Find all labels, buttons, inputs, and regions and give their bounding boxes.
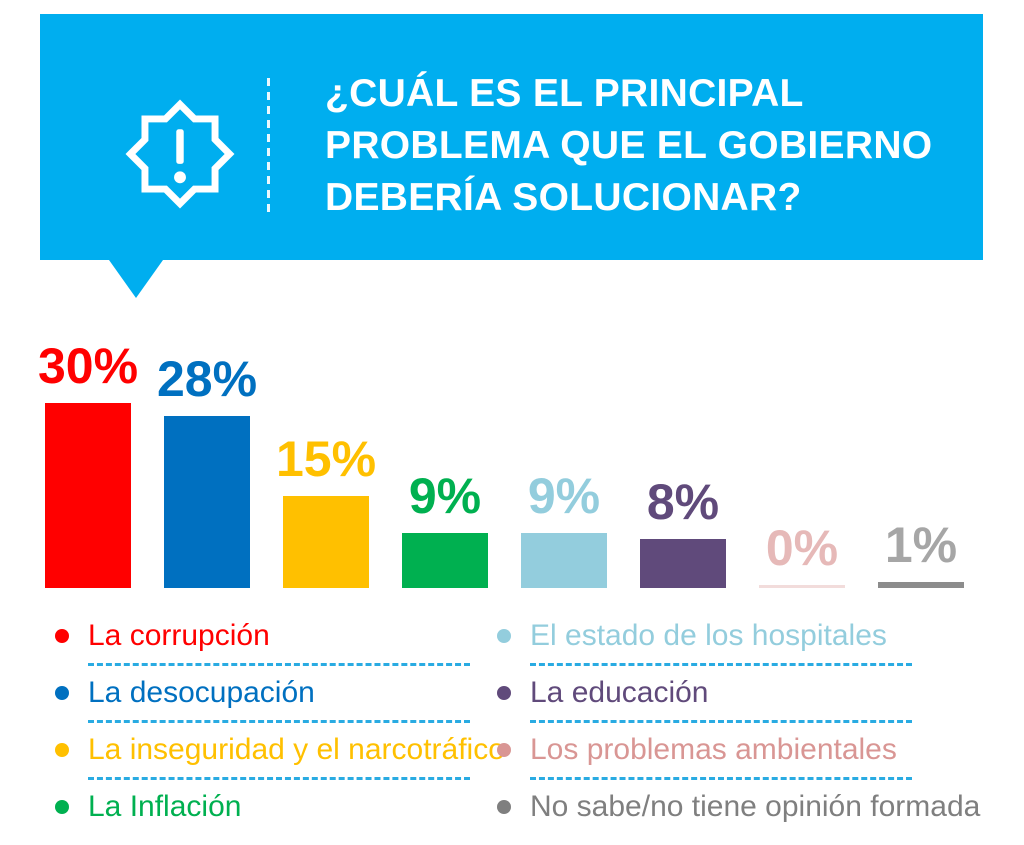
bar-group: 8% — [640, 477, 726, 588]
bar — [640, 539, 726, 588]
legend-bullet — [497, 686, 511, 700]
legend-bullet — [55, 800, 69, 814]
legend-label: La corrupción — [88, 619, 270, 652]
legend-separator — [88, 720, 470, 723]
bar-group: 9% — [521, 471, 607, 588]
legend-label: La Inflación — [88, 790, 242, 823]
legend-bullet — [55, 686, 69, 700]
bar — [45, 403, 131, 588]
legend-item: La educación — [497, 673, 967, 713]
legend-separator — [530, 777, 912, 780]
bar-chart: 30% 28% 15% 9% 9% 8% 0% 1% — [38, 338, 964, 588]
question-title: ¿CUÁL ES EL PRINCIPAL PROBLEMA QUE EL GO… — [325, 68, 1015, 224]
bar-group: 1% — [878, 520, 964, 588]
bar-value-label: 30% — [37, 338, 139, 394]
bar — [878, 582, 964, 588]
bar-group: 9% — [402, 471, 488, 588]
speech-bubble-tail — [109, 260, 163, 298]
bar-value-label: 28% — [156, 351, 258, 407]
bar — [759, 585, 845, 588]
bar-group: 28% — [157, 354, 257, 588]
banner-background — [40, 14, 983, 260]
legend-column-right: El estado de los hospitales La educación L… — [497, 616, 980, 827]
legend-bullet — [497, 743, 511, 757]
legend-item: Los problemas ambientales — [497, 730, 967, 770]
legend-column-left: La corrupción La desocupación La insegurid… — [55, 616, 505, 827]
legend: La corrupción La desocupación La insegurid… — [55, 616, 980, 827]
question-title-line-3: DEBERÍA SOLUCIONAR? — [325, 176, 802, 219]
question-title-line-1: ¿CUÁL ES EL PRINCIPAL — [325, 72, 804, 115]
legend-bullet — [55, 743, 69, 757]
bar-value-label: 9% — [527, 468, 601, 524]
legend-item: La inseguridad y el narcotráfico — [55, 730, 505, 770]
legend-separator — [530, 720, 912, 723]
legend-label: El estado de los hospitales — [530, 619, 887, 652]
legend-bullet — [497, 629, 511, 643]
bar — [402, 533, 488, 588]
bar — [283, 496, 369, 588]
legend-label: Los problemas ambientales — [530, 733, 897, 766]
bar — [521, 533, 607, 588]
bar-value-label: 1% — [884, 517, 958, 573]
legend-separator — [88, 777, 470, 780]
question-banner: ¿CUÁL ES EL PRINCIPAL PROBLEMA QUE EL GO… — [40, 14, 983, 260]
legend-item: No sabe/no tiene opinión formada — [497, 787, 980, 827]
alert-badge-icon — [123, 97, 237, 211]
legend-label: No sabe/no tiene opinión formada — [530, 790, 981, 823]
bar-value-label: 8% — [646, 474, 720, 530]
bar-group: 15% — [276, 434, 376, 588]
legend-bullet — [55, 629, 69, 643]
legend-bullet — [497, 800, 511, 814]
dashed-divider — [267, 78, 270, 217]
legend-item: La Inflación — [55, 787, 475, 827]
bar-group: 0% — [759, 523, 845, 588]
question-title-line-2: PROBLEMA QUE EL GOBIERNO — [325, 124, 933, 167]
legend-item: La desocupación — [55, 673, 475, 713]
legend-label: La desocupación — [88, 676, 315, 709]
legend-item: El estado de los hospitales — [497, 616, 967, 656]
legend-separator — [530, 663, 912, 666]
legend-label: La educación — [530, 676, 709, 709]
bar-value-label: 0% — [765, 520, 839, 576]
bar — [164, 416, 250, 588]
legend-label: La inseguridad y el narcotráfico — [88, 733, 505, 766]
bar-value-label: 9% — [408, 468, 482, 524]
bar-value-label: 15% — [275, 431, 377, 487]
legend-separator — [88, 663, 470, 666]
legend-item: La corrupción — [55, 616, 475, 656]
bar-group: 30% — [38, 341, 138, 588]
